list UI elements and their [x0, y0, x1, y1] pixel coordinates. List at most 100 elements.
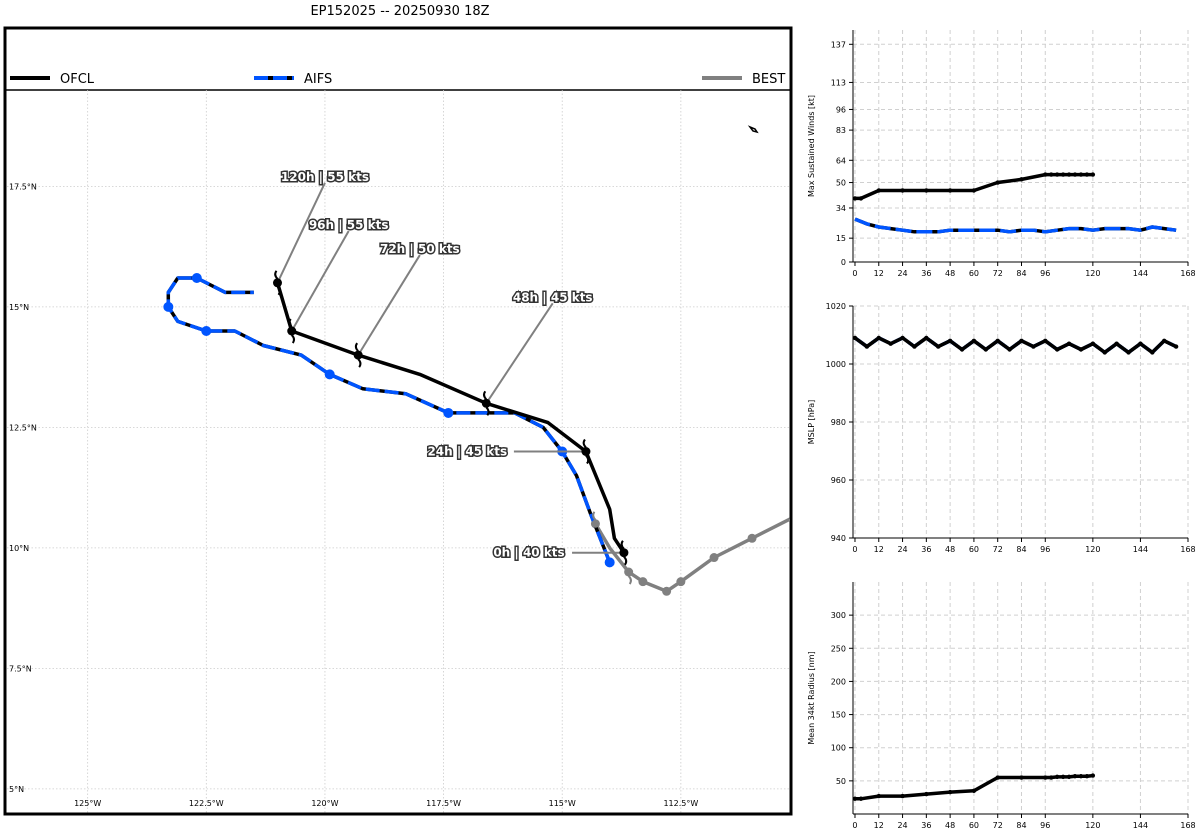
island-outline: [747, 125, 759, 134]
panel-x-tick-label: 96: [1040, 545, 1050, 554]
ofcl-series-point: [1019, 775, 1024, 780]
ofcl-series-point: [852, 796, 858, 801]
ofcl-series-point: [995, 338, 1000, 343]
ofcl-series-point: [971, 788, 977, 793]
best-storm-symbol-icon: [591, 511, 632, 585]
panel-x-tick-label: 168: [1180, 545, 1195, 554]
panel-x-tick-label: 48: [945, 821, 955, 830]
aifs-track-marker: [191, 272, 202, 283]
panel-y-tick-label: 0: [841, 258, 846, 267]
ofcl-series-point: [900, 188, 905, 193]
storm-symbol-arm: [288, 318, 293, 328]
legend-entry-ofcl: OFCL: [10, 72, 95, 87]
panel-x-tick-label: 72: [993, 269, 1003, 278]
panel-x-tick-label: 0: [852, 545, 857, 554]
best-track-marker: [624, 567, 634, 577]
track-annotation-label: 24h | 45 kts: [427, 445, 507, 459]
annotation-leader: [357, 254, 421, 356]
ofcl-series-point: [1066, 774, 1072, 780]
storm-symbol-icon: [581, 438, 591, 465]
ofcl-series-point: [864, 344, 870, 349]
ofcl-series-point: [1066, 341, 1072, 346]
panel-x-tick-label: 12: [874, 821, 884, 830]
ofcl-series-point: [912, 344, 917, 349]
panel-y-tick-label: 940: [831, 534, 846, 543]
ofcl-series-point: [971, 338, 977, 343]
panel-y-tick-label: 113: [831, 78, 846, 87]
storm-symbol-arm: [627, 575, 632, 585]
figure-title: EP152025 -- 20250930 18Z: [310, 4, 490, 19]
ofcl-series-point: [1043, 775, 1048, 780]
panel-y-tick-label: 34: [836, 204, 846, 213]
best-track-marker: [747, 533, 757, 543]
panel-x-tick-label: 60: [969, 545, 979, 554]
map-legend: OFCL AIFS BEST: [10, 72, 785, 87]
ofcl-series-point: [1054, 774, 1060, 780]
radius-panel: 0 12 24 36 48 60 72 84 96 120 144 168 50 100 150 200 250…: [807, 582, 1196, 830]
ofcl-series-point: [1078, 172, 1084, 177]
panel-x-tick-label: 120: [1085, 269, 1100, 278]
panel-y-tick-label: 15: [836, 234, 846, 243]
map-y-tick-label: 15°N: [9, 303, 29, 312]
panel-x-tick-label: 36: [921, 269, 931, 278]
ofcl-series-point: [1054, 172, 1060, 177]
map-x-tick-label: 117.5°W: [426, 799, 461, 808]
map-x-tick-label: 115°W: [549, 799, 576, 808]
legend-label: BEST: [752, 72, 785, 87]
legend-entry-aifs: AIFS: [254, 72, 332, 87]
best-track-marker: [709, 553, 719, 563]
ofcl-series-point: [852, 335, 858, 341]
annotation-leader: [290, 230, 350, 332]
panel-x-tick-label: 36: [921, 821, 931, 830]
storm-symbol-center: [591, 519, 600, 528]
ofcl-series-point: [1066, 172, 1072, 177]
best-track-marker: [638, 577, 648, 587]
panel-x-tick-label: 144: [1133, 821, 1148, 830]
map-frame: [3, 26, 793, 816]
ofcl-series-point: [1031, 344, 1036, 349]
storm-symbol-center: [287, 326, 297, 336]
panel-y-tick-label: 83: [836, 126, 846, 135]
ofcl-series-point: [1090, 773, 1096, 778]
panel-x-tick-label: 48: [945, 269, 955, 278]
panel-y-tick-label: 150: [831, 711, 846, 720]
ofcl-series-point: [1060, 172, 1066, 177]
storm-symbol-arm: [290, 334, 295, 344]
ofcl-series-point: [1049, 172, 1054, 177]
aifs-track-line: [166, 276, 612, 564]
annotation-leader: [485, 302, 554, 404]
ofcl-series-point: [1126, 350, 1131, 355]
ofcl-series-point: [936, 344, 941, 349]
ofcl-series-point: [888, 341, 893, 346]
panel-y-tick-label: 64: [836, 156, 846, 165]
storm-symbol-center: [581, 447, 591, 456]
ofcl-series-point: [1043, 172, 1048, 177]
storm-symbol-center: [619, 548, 629, 558]
ofcl-series-point: [900, 335, 905, 341]
storm-symbol-arm: [274, 270, 279, 280]
panel-x-tick-label: 84: [1016, 545, 1026, 554]
map-x-tick-label: 112.5°W: [663, 799, 698, 808]
ofcl-series-point: [1078, 774, 1084, 779]
ofcl-series-point: [995, 775, 1000, 780]
ofcl-series-point: [1090, 341, 1096, 346]
storm-symbol-arm: [582, 438, 587, 449]
legend-label: OFCL: [60, 72, 95, 87]
ofcl-series-point: [1078, 347, 1084, 352]
map-x-tick-label: 120°W: [311, 799, 338, 808]
panel-y-tick-label: 100: [831, 744, 846, 753]
map-y-tick-label: 12.5°N: [9, 423, 37, 432]
aifs-track-marker: [201, 326, 212, 336]
legend-entry-best: BEST: [702, 72, 785, 87]
ofcl-series-point: [959, 347, 965, 352]
panel-x-tick-label: 144: [1133, 545, 1148, 554]
ofcl-series-point: [1084, 774, 1090, 779]
panel-y-tick-label: 50: [836, 777, 846, 786]
ofcl-series-point: [947, 188, 953, 193]
aifs-series-line: [854, 217, 1177, 234]
panel-y-tick-label: 250: [831, 644, 846, 653]
aifs-track-marker: [604, 557, 615, 568]
panel-x-tick-label: 120: [1085, 821, 1100, 830]
panel-x-tick-label: 48: [945, 545, 955, 554]
